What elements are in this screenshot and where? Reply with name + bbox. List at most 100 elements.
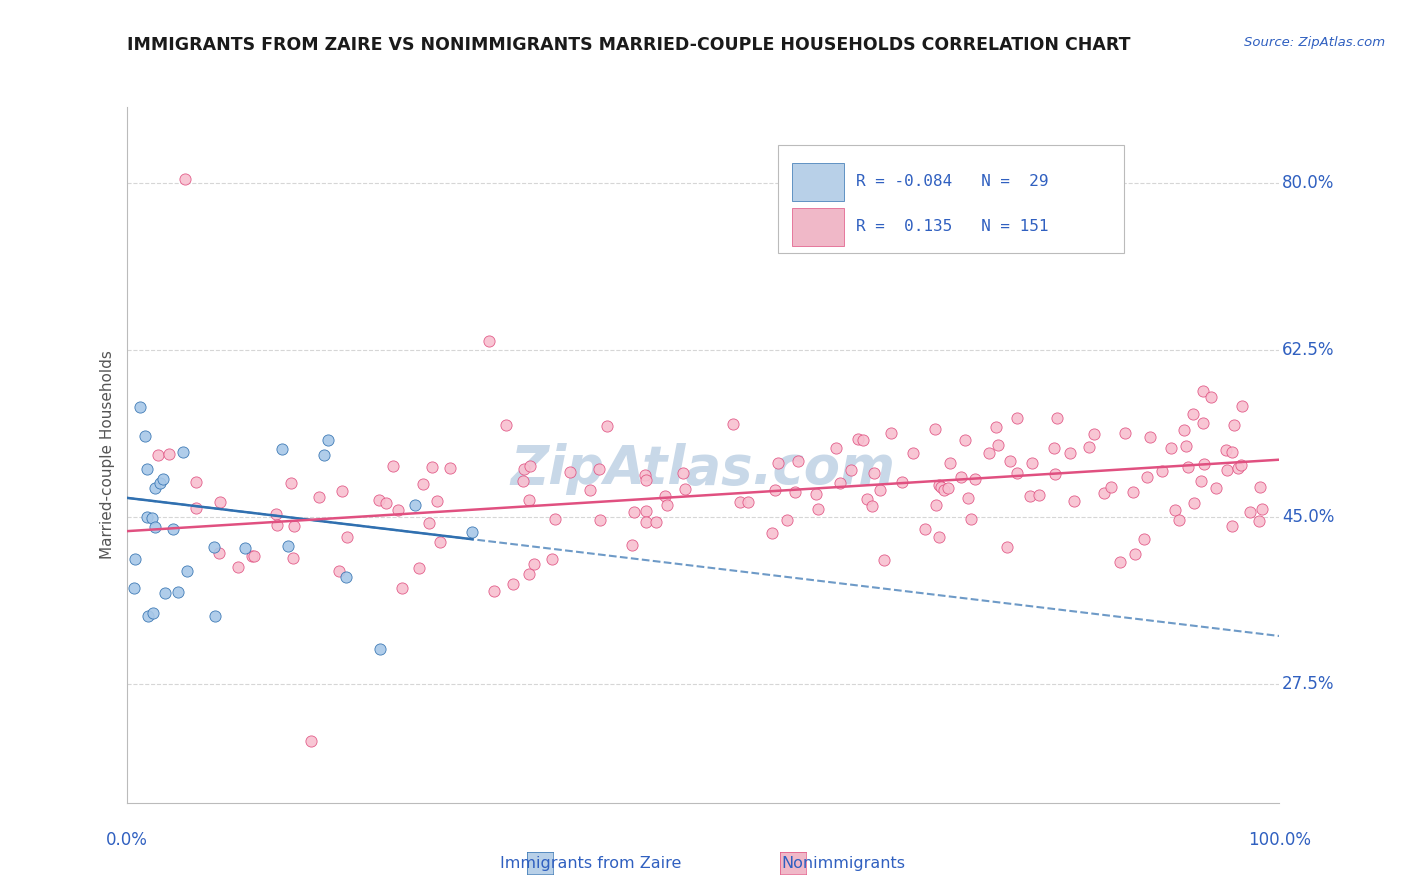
Point bbox=[1046, 410, 1069, 425]
Text: 62.5%: 62.5% bbox=[1282, 341, 1334, 359]
Point bbox=[965, 472, 987, 486]
Point bbox=[1189, 475, 1212, 489]
Text: 45.0%: 45.0% bbox=[1282, 508, 1334, 526]
Point bbox=[281, 551, 304, 566]
Point bbox=[184, 475, 207, 490]
Point bbox=[856, 492, 879, 507]
Point bbox=[336, 530, 359, 544]
Point bbox=[1220, 519, 1243, 533]
Point bbox=[621, 538, 644, 552]
Point bbox=[979, 445, 1001, 459]
Point bbox=[761, 525, 783, 540]
Point bbox=[673, 483, 696, 497]
Point bbox=[1063, 494, 1085, 508]
Point bbox=[277, 540, 299, 554]
Text: 100.0%: 100.0% bbox=[1249, 830, 1310, 848]
Point bbox=[873, 553, 896, 567]
Point bbox=[560, 465, 582, 479]
Point bbox=[266, 518, 288, 533]
Point bbox=[519, 458, 541, 473]
Point bbox=[243, 549, 266, 563]
Point bbox=[1152, 463, 1174, 477]
Point bbox=[995, 541, 1018, 555]
Point bbox=[1168, 512, 1191, 526]
Point bbox=[368, 641, 391, 656]
Point bbox=[202, 541, 225, 555]
Point bbox=[1028, 488, 1050, 502]
Point bbox=[671, 466, 693, 480]
Text: IMMIGRANTS FROM ZAIRE VS NONIMMIGRANTS MARRIED-COUPLE HOUSEHOLDS CORRELATION CHA: IMMIGRANTS FROM ZAIRE VS NONIMMIGRANTS M… bbox=[127, 36, 1130, 54]
Point bbox=[176, 564, 198, 578]
Point bbox=[240, 549, 263, 563]
Point bbox=[1043, 467, 1066, 482]
Point bbox=[932, 483, 955, 497]
Point bbox=[1114, 426, 1136, 441]
Point bbox=[330, 484, 353, 499]
Point bbox=[623, 505, 645, 519]
Text: R =  0.135   N = 151: R = 0.135 N = 151 bbox=[856, 219, 1049, 235]
Point bbox=[654, 489, 676, 503]
Point bbox=[721, 417, 744, 431]
Point bbox=[1059, 446, 1081, 460]
Point bbox=[544, 512, 567, 526]
Point bbox=[129, 401, 152, 415]
Point bbox=[1139, 430, 1161, 444]
Point bbox=[153, 586, 176, 600]
Point bbox=[233, 541, 256, 556]
Point bbox=[1021, 456, 1043, 470]
Point bbox=[730, 495, 752, 509]
Point bbox=[1199, 390, 1222, 404]
Point bbox=[1164, 503, 1187, 517]
Point bbox=[1230, 458, 1253, 472]
Point bbox=[860, 499, 883, 513]
Point bbox=[1181, 407, 1204, 421]
Point bbox=[391, 581, 413, 595]
Point bbox=[880, 425, 903, 440]
Point bbox=[588, 462, 610, 476]
Point bbox=[209, 495, 232, 509]
Point bbox=[461, 524, 484, 539]
Point bbox=[408, 561, 430, 575]
Point bbox=[903, 446, 925, 460]
Point bbox=[136, 609, 159, 624]
Point bbox=[204, 608, 226, 623]
Point bbox=[953, 433, 976, 447]
Point bbox=[502, 576, 524, 591]
Point bbox=[308, 490, 330, 504]
Text: 80.0%: 80.0% bbox=[1282, 174, 1334, 193]
Point bbox=[124, 582, 146, 596]
Point bbox=[404, 498, 426, 512]
Point bbox=[852, 433, 875, 447]
Point bbox=[1077, 440, 1099, 454]
Text: 0.0%: 0.0% bbox=[105, 830, 148, 848]
Point bbox=[957, 491, 980, 505]
Point bbox=[172, 444, 194, 458]
Point bbox=[1205, 481, 1227, 495]
Point bbox=[135, 462, 157, 476]
Point bbox=[1019, 489, 1042, 503]
Point bbox=[579, 483, 602, 498]
Point bbox=[891, 475, 914, 490]
Point bbox=[1216, 463, 1239, 477]
Point bbox=[1042, 441, 1064, 455]
Point bbox=[950, 470, 973, 484]
Point bbox=[368, 493, 391, 508]
Text: Nonimmigrants: Nonimmigrants bbox=[782, 856, 905, 871]
Point bbox=[775, 513, 797, 527]
FancyBboxPatch shape bbox=[792, 162, 844, 201]
Text: 27.5%: 27.5% bbox=[1282, 674, 1334, 693]
Point bbox=[1220, 445, 1243, 459]
Point bbox=[124, 551, 146, 566]
Point bbox=[936, 481, 959, 495]
Point bbox=[634, 468, 657, 483]
Point bbox=[1192, 384, 1215, 398]
Point bbox=[429, 534, 451, 549]
Point bbox=[517, 566, 540, 581]
Point bbox=[418, 516, 440, 530]
Point bbox=[283, 519, 305, 533]
Text: Source: ZipAtlas.com: Source: ZipAtlas.com bbox=[1244, 36, 1385, 49]
Point bbox=[482, 583, 505, 598]
Point bbox=[939, 456, 962, 470]
Point bbox=[804, 486, 827, 500]
Point bbox=[645, 515, 668, 529]
